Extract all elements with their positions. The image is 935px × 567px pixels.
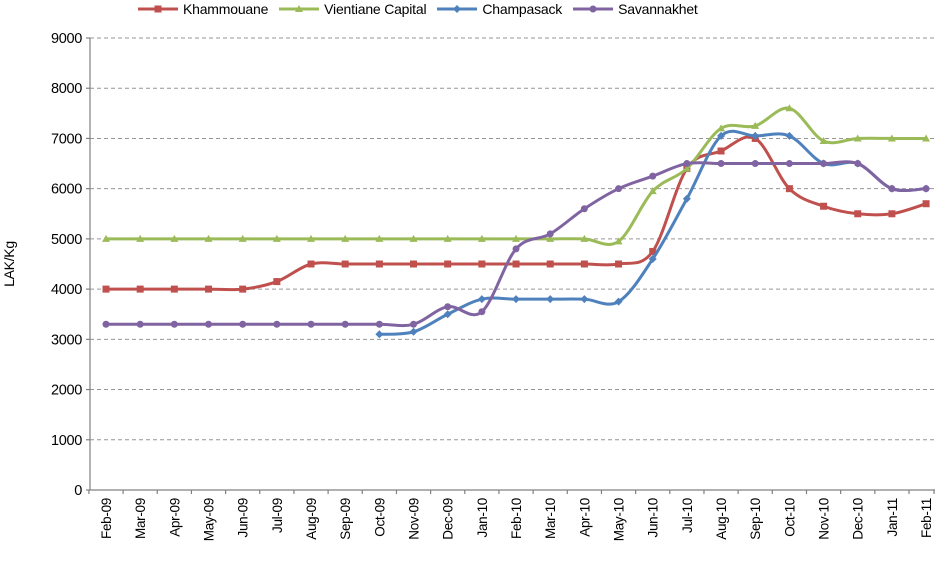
x-axis-tick-label: Sep-10: [748, 498, 763, 540]
y-axis-title: LAK/Kg: [1, 241, 17, 287]
x-axis-tick-label: Feb-10: [509, 498, 524, 539]
x-axis-tick-label: Mar-10: [543, 498, 558, 539]
series-khammouane: [102, 134, 930, 293]
series-savannakhet: [102, 160, 930, 328]
y-axis-tick-label: 2000: [51, 383, 82, 399]
legend-item-savannakhet: Savannakhet: [572, 1, 698, 17]
vientiane-capital-legend-marker-icon: [279, 5, 320, 12]
x-axis-tick-label: Apr-09: [167, 498, 182, 537]
x-axis-tick-label: Jan-11: [885, 498, 900, 536]
y-axis-tick-label: 5000: [51, 232, 82, 248]
legend-label: Vientiane Capital: [324, 1, 427, 17]
y-axis-tick-label: 0: [74, 483, 82, 499]
y-axis-tick-label: 4000: [51, 282, 82, 298]
axes: 0 1000 2000 3000 4000 5000 6000 7000 8000 9000 Feb…: [51, 31, 935, 541]
x-axis-tick-label: Aug-09: [304, 498, 319, 540]
series-vientiane-capital: [102, 104, 931, 246]
x-axis-tick-label: Feb-11: [919, 498, 934, 538]
legend-item-champasack: Champasack: [436, 1, 562, 17]
y-axis-tick-label: 3000: [51, 332, 82, 348]
legend-item-khammouane: Khammouane: [137, 1, 268, 17]
legend-label: Savannakhet: [618, 1, 698, 17]
khammouane-legend-marker-icon: [138, 5, 178, 13]
y-axis-tick-label: 7000: [51, 131, 82, 147]
legend-label: Khammouane: [183, 1, 269, 17]
x-axis-tick-label: Jun-09: [236, 498, 251, 537]
y-axis-tick-label: 8000: [51, 81, 82, 97]
x-axis-tick-label: Aug-10: [714, 498, 729, 540]
legend-item-vientiane-capital: Vientiane Capital: [278, 1, 427, 17]
y-axis-tick-label: 9000: [51, 31, 82, 47]
x-axis-tick-label: Jun-10: [646, 498, 661, 537]
x-axis-tick-label: May-10: [612, 498, 627, 541]
x-axis-tick-label: Oct-10: [782, 498, 797, 537]
x-axis-tick-label: Jul-10: [680, 498, 695, 533]
x-axis-tick-label: Dec-09: [441, 498, 456, 540]
chart-legend: Khammouane Vientiane Capital Champasack …: [137, 0, 698, 18]
x-axis-tick-label: May-09: [202, 498, 217, 541]
x-axis-tick-label: Dec-10: [851, 498, 866, 540]
y-axis-tick-label: 6000: [51, 182, 82, 198]
x-axis-tick-label: Feb-09: [99, 498, 114, 539]
x-axis-tick-label: Jan-10: [475, 498, 490, 537]
x-axis-tick-label: Oct-09: [372, 498, 387, 537]
legend-label: Champasack: [482, 1, 563, 17]
x-axis-tick-label: Jul-09: [270, 498, 285, 533]
x-axis-tick-label: Sep-09: [338, 498, 353, 540]
x-axis-tick-label: Apr-10: [577, 498, 592, 537]
x-axis-tick-label: Nov-10: [817, 498, 832, 540]
y-axis-tick-label: 1000: [51, 433, 82, 449]
x-axis-tick-label: Mar-09: [133, 498, 148, 539]
x-axis-tick-label: Nov-09: [407, 498, 422, 540]
savannakhet-legend-marker-icon: [573, 5, 614, 13]
champasack-legend-marker-icon: [437, 5, 478, 13]
